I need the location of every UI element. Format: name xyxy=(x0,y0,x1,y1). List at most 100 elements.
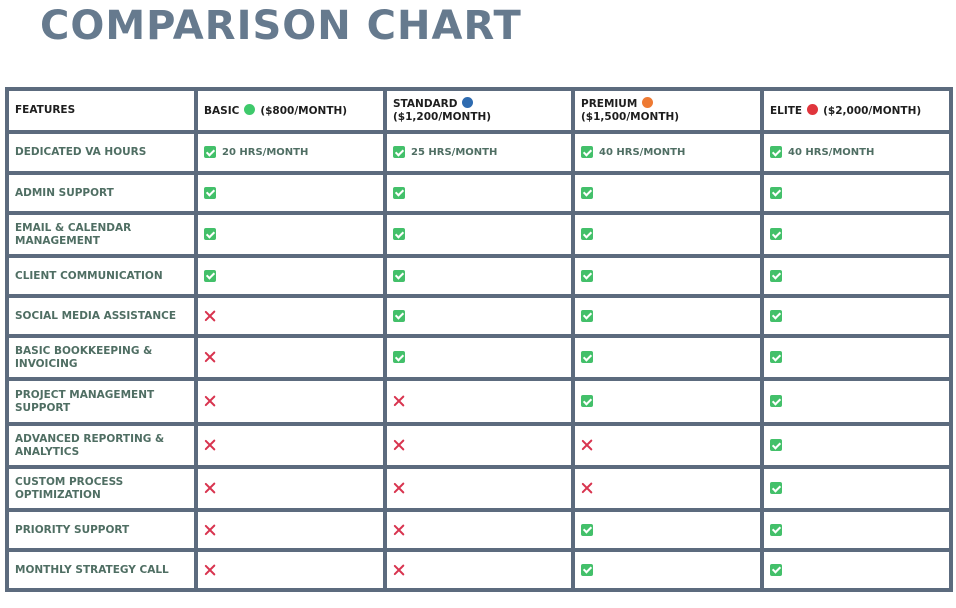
plan-dot-icon xyxy=(807,103,819,115)
plan-dot-icon xyxy=(244,103,256,115)
cross-icon xyxy=(204,482,216,494)
checkmark-icon xyxy=(770,482,782,494)
plan-cell xyxy=(194,254,387,298)
checkmark-icon xyxy=(770,269,782,282)
plan-cell xyxy=(383,377,575,426)
table-row: Client Communication xyxy=(5,254,953,298)
plan-cell xyxy=(383,465,575,512)
plan-cell xyxy=(760,254,953,298)
table-row: Monthly Strategy Call xyxy=(5,548,953,592)
cross-icon xyxy=(204,395,216,407)
checkmark-icon xyxy=(581,523,593,536)
checkmark-icon xyxy=(393,269,405,282)
checkmark-icon xyxy=(581,309,593,322)
plan-cell xyxy=(760,294,953,338)
table-row: Email & Calendar Management xyxy=(5,211,953,258)
plan-cell xyxy=(760,422,953,469)
plan-cell: 40 hrs/month xyxy=(571,130,764,175)
cross-icon xyxy=(393,564,405,576)
table-row: Priority Support xyxy=(5,508,953,552)
checkmark-icon xyxy=(393,186,405,199)
cross-icon xyxy=(204,351,216,363)
comparison-table: Features Basic ($800/month) Standard($1,2… xyxy=(5,87,953,592)
plan-cell xyxy=(571,294,764,338)
checkmark-icon xyxy=(581,563,593,576)
plan-dot-icon xyxy=(462,97,474,108)
checkmark-icon xyxy=(581,146,593,159)
feature-label: Priority Support xyxy=(5,508,198,552)
checkmark-icon xyxy=(581,269,593,282)
hours-value: 40 hrs/month xyxy=(599,146,686,158)
checkmark-icon xyxy=(581,395,593,407)
feature-label: Custom Process Optimization xyxy=(5,465,198,512)
plan-cell xyxy=(194,377,387,426)
plan-cell xyxy=(571,334,764,381)
plan-cell xyxy=(571,548,764,592)
table-row: Social Media Assistance xyxy=(5,294,953,338)
checkmark-icon xyxy=(393,351,405,363)
plan-cell xyxy=(571,211,764,258)
hours-value: 25 hrs/month xyxy=(411,146,498,158)
feature-label: Email & Calendar Management xyxy=(5,211,198,258)
plan-name: Premium xyxy=(581,98,638,110)
header-row: Features Basic ($800/month) Standard($1,2… xyxy=(5,87,953,134)
checkmark-icon xyxy=(770,309,782,322)
plan-cell xyxy=(194,548,387,592)
plan-cell xyxy=(194,465,387,512)
checkmark-icon xyxy=(770,146,782,159)
hours-value: 20 hrs/month xyxy=(222,146,309,158)
checkmark-icon xyxy=(581,228,593,240)
checkmark-icon xyxy=(393,146,405,159)
plan-cell xyxy=(571,254,764,298)
table-row: Project Management Support xyxy=(5,377,953,426)
plan-cell xyxy=(383,211,575,258)
feature-label: Social Media Assistance xyxy=(5,294,198,338)
plan-cell xyxy=(571,508,764,552)
plan-cell xyxy=(760,377,953,426)
plan-header-premium: Premium($1,500/month) xyxy=(571,87,764,134)
checkmark-icon xyxy=(770,523,782,536)
plan-cell xyxy=(194,508,387,552)
hours-value: 40 hrs/month xyxy=(788,146,875,158)
plan-cell xyxy=(383,294,575,338)
plan-name: Standard xyxy=(393,98,458,110)
plan-cell xyxy=(760,548,953,592)
plan-cell xyxy=(194,294,387,338)
cross-icon xyxy=(581,439,593,451)
plan-cell xyxy=(194,211,387,258)
plan-header-basic: Basic ($800/month) xyxy=(194,87,387,134)
feature-label: Monthly Strategy Call xyxy=(5,548,198,592)
plan-name: Elite xyxy=(770,104,803,117)
feature-label: Advanced Reporting & Analytics xyxy=(5,422,198,469)
cross-icon xyxy=(393,482,405,494)
plan-header-elite: Elite ($2,000/month) xyxy=(760,87,953,134)
checkmark-icon xyxy=(770,439,782,451)
page-title: Comparison Chart xyxy=(40,3,522,49)
table-row: Basic Bookkeeping & Invoicing xyxy=(5,334,953,381)
feature-label: Client Communication xyxy=(5,254,198,298)
plan-cell xyxy=(194,334,387,381)
plan-header-standard: Standard($1,200/month) xyxy=(383,87,575,134)
cross-icon xyxy=(581,482,593,494)
plan-cell xyxy=(571,171,764,215)
checkmark-icon xyxy=(393,309,405,322)
plan-cell xyxy=(760,508,953,552)
cross-icon xyxy=(393,395,405,407)
plan-cell xyxy=(571,422,764,469)
plan-cell xyxy=(383,422,575,469)
plan-name: Basic xyxy=(204,104,240,117)
plan-price: ($800/month) xyxy=(260,104,348,117)
plan-cell xyxy=(194,422,387,469)
checkmark-icon xyxy=(770,186,782,199)
checkmark-icon xyxy=(204,228,216,240)
cross-icon xyxy=(204,310,216,322)
features-header: Features xyxy=(5,87,198,134)
cross-icon xyxy=(204,564,216,576)
plan-price: ($1,200/month) xyxy=(393,111,492,123)
checkmark-icon xyxy=(204,269,216,282)
plan-cell xyxy=(760,334,953,381)
table-row: Custom Process Optimization xyxy=(5,465,953,512)
checkmark-icon xyxy=(581,186,593,199)
feature-label: Basic Bookkeeping & Invoicing xyxy=(5,334,198,381)
plan-price: ($1,500/month) xyxy=(581,111,680,123)
